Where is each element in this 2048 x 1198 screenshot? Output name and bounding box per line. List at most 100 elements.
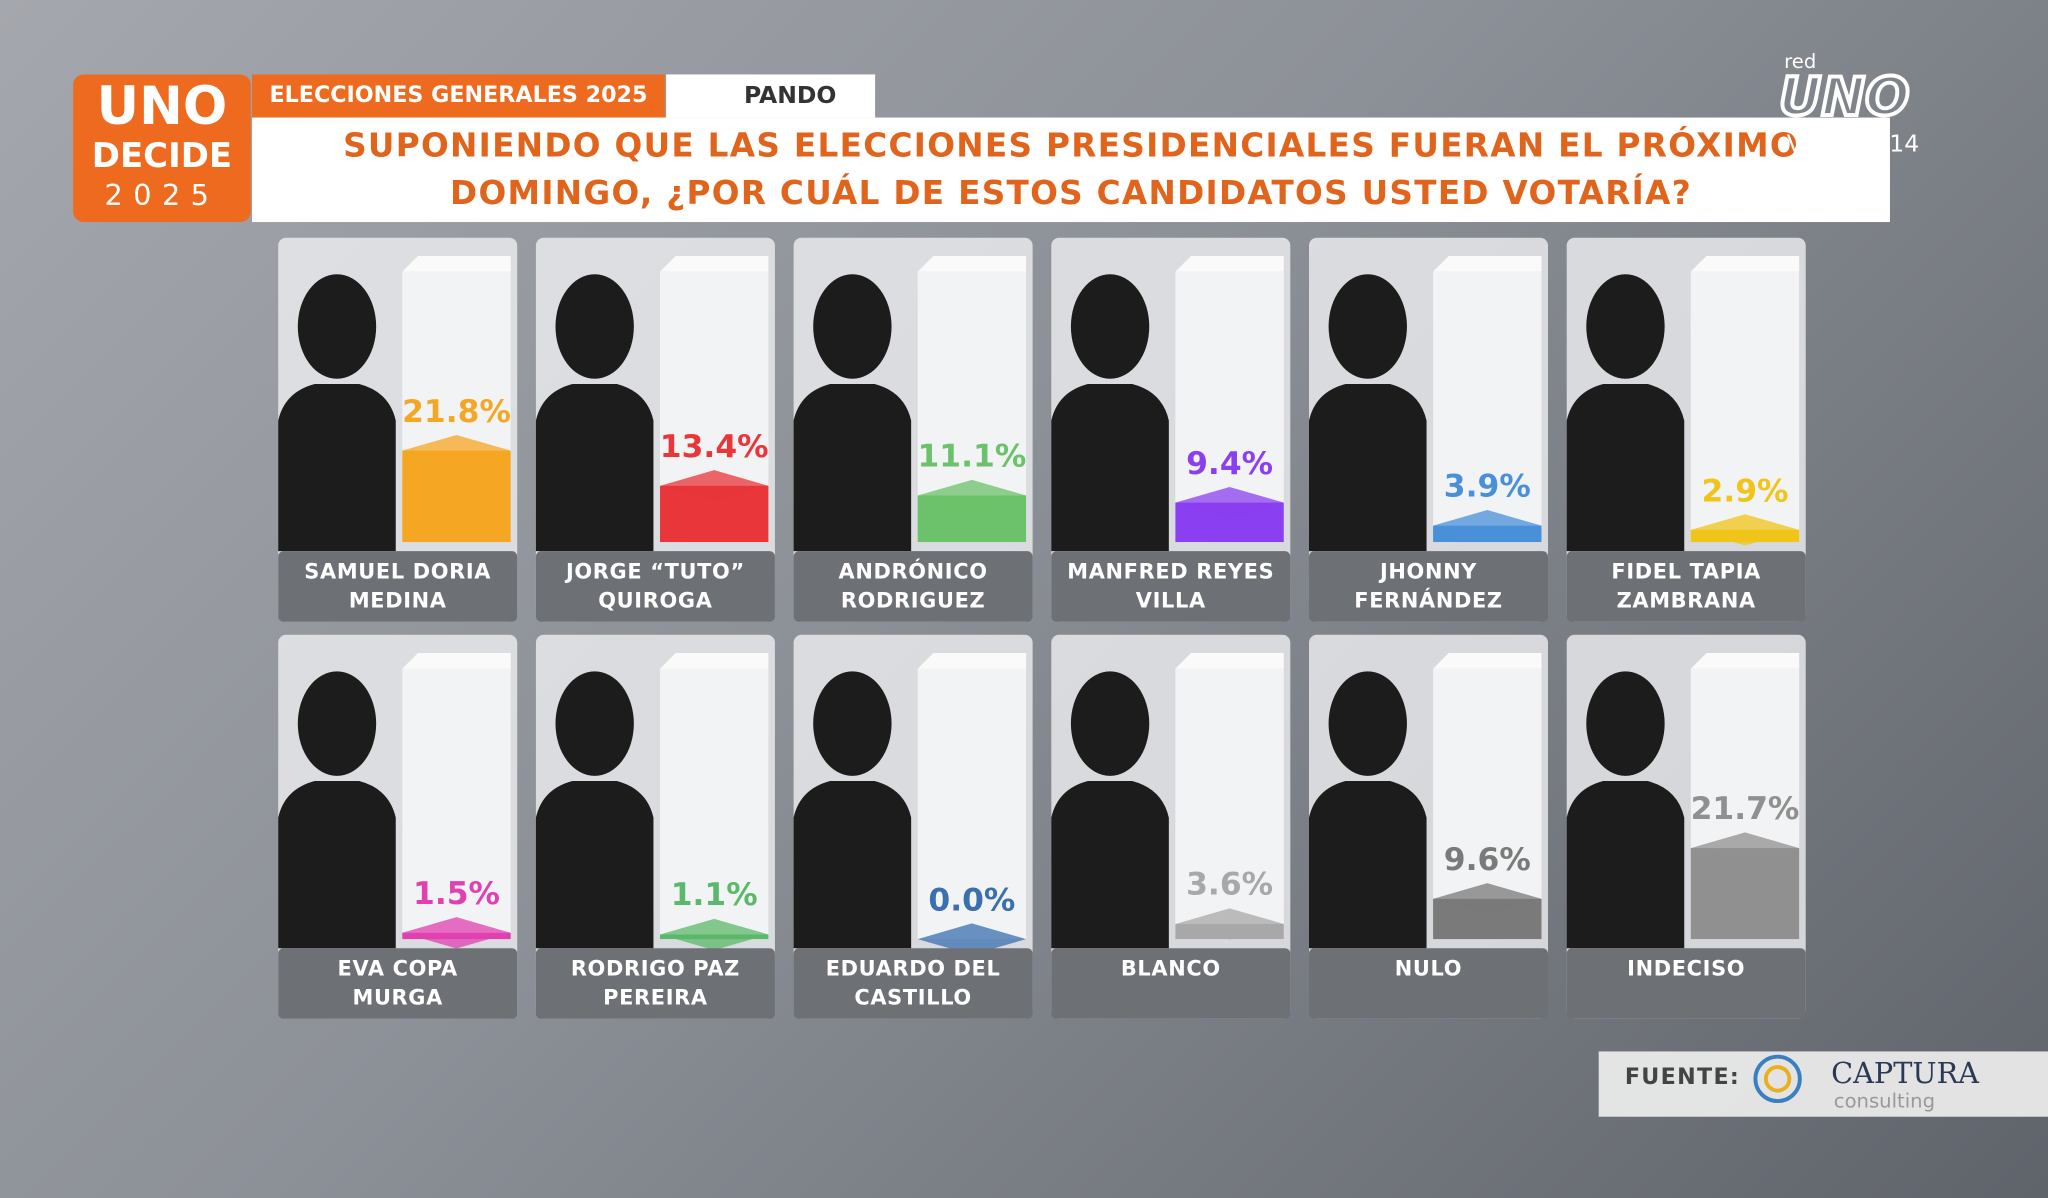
bar-track-top <box>1175 653 1284 669</box>
bar-track-top <box>1433 255 1542 272</box>
source-name: CAPTURA <box>1831 1057 1980 1091</box>
value-label: 21.8% <box>402 393 511 430</box>
logo-line: 2025 <box>104 180 220 213</box>
category-label: BLANCO <box>1120 956 1221 981</box>
photo-head <box>1328 274 1407 379</box>
bar-top <box>402 917 511 949</box>
chart-title: SUPONIENDO QUE LAS ELECCIONES PRESIDENCI… <box>343 126 1799 212</box>
category-label: RODRIGO PAZ PEREIRA <box>570 956 740 1010</box>
photo-silhouette <box>1566 781 1685 949</box>
value-label: 3.9% <box>1443 468 1531 505</box>
photo-silhouette <box>278 383 396 552</box>
bar-track <box>659 668 769 940</box>
photo-head <box>1070 274 1150 379</box>
category-label: NULO <box>1394 956 1463 981</box>
photo-head <box>297 274 377 379</box>
region: PANDO <box>743 82 837 110</box>
bar-track-top <box>402 255 511 272</box>
value-label: 2.9% <box>1701 472 1789 509</box>
source-sub: consulting <box>1833 1089 1936 1113</box>
category-label: INDECISO <box>1627 956 1746 981</box>
name-band <box>1051 948 1291 1019</box>
event-tab <box>252 74 665 118</box>
photo-head <box>1328 671 1407 776</box>
photo-silhouette <box>1308 781 1427 949</box>
photo-silhouette <box>1051 781 1169 949</box>
photo-head <box>297 671 377 776</box>
name-band <box>793 948 1033 1019</box>
value-label: 3.6% <box>1186 866 1274 904</box>
value-label: 1.1% <box>670 876 758 914</box>
category-label: FIDEL TAPIA ZAMBRANA <box>1611 559 1761 613</box>
name-band <box>535 551 775 622</box>
photo-head <box>1586 671 1665 776</box>
photo-silhouette <box>1051 383 1169 552</box>
value-label: 21.7% <box>1690 790 1800 828</box>
value-label: 1.5% <box>413 875 500 912</box>
photo-silhouette <box>1566 383 1685 552</box>
bar-track <box>1690 271 1800 543</box>
bar-track-top <box>1433 653 1542 669</box>
bar-track-top <box>659 255 769 272</box>
photo-head <box>555 274 634 379</box>
value-label: 9.4% <box>1186 445 1274 482</box>
photo-silhouette <box>278 781 396 949</box>
bar-track-top <box>659 653 769 669</box>
bar-top <box>1690 832 1800 864</box>
bar-track-top <box>402 653 511 669</box>
name-band <box>1566 948 1806 1019</box>
bar-top <box>1433 883 1542 915</box>
bar-track-top <box>1690 255 1800 272</box>
photo-silhouette <box>793 383 912 552</box>
value-label: 9.6% <box>1443 841 1531 878</box>
bar-top <box>402 434 511 467</box>
name-band <box>1566 551 1806 622</box>
category-label: SAMUEL DORIA MEDINA <box>304 559 492 613</box>
bar-track-top <box>917 653 1027 669</box>
logo-line: DECIDE <box>91 137 233 177</box>
name-band <box>793 551 1033 622</box>
channel-small: red <box>1784 49 1817 74</box>
question-box <box>252 117 1890 223</box>
category-label: ANDRÓNICO RODRIGUEZ <box>838 559 988 613</box>
name-band <box>278 551 518 622</box>
name-band <box>1051 551 1291 622</box>
bar-track <box>1175 668 1284 940</box>
bar-track <box>402 668 511 940</box>
bar-top <box>659 918 769 951</box>
bar-track-top <box>1175 255 1284 272</box>
source-icon-inner <box>1763 1065 1792 1093</box>
bar-top <box>1175 908 1284 940</box>
value-label: 0.0% <box>928 881 1016 919</box>
photo-silhouette <box>535 383 654 552</box>
region-tab <box>666 74 876 118</box>
photo-head <box>555 671 634 776</box>
logo-line: UNO <box>96 77 228 138</box>
channel: UNO <box>1777 66 1911 130</box>
value-label: 13.4% <box>659 428 769 465</box>
photo-silhouette <box>793 781 912 949</box>
photo-head <box>813 274 892 379</box>
photo-silhouette <box>1308 383 1427 552</box>
source-icon <box>1753 1054 1802 1104</box>
value-label: 11.1% <box>917 437 1027 475</box>
bar-track-top <box>917 255 1027 272</box>
bar-top <box>1690 514 1800 546</box>
category-label: JORGE “TUTO” QUIROGA <box>565 559 745 613</box>
name-band <box>1308 551 1549 622</box>
category-label: EVA COPA MURGA <box>337 956 458 1010</box>
photo-silhouette <box>535 781 654 949</box>
live: VIVO 20:14 <box>1786 130 1920 159</box>
name-band <box>535 948 775 1019</box>
name-band <box>278 948 518 1019</box>
bar-track <box>917 668 1027 940</box>
source-box <box>1598 1051 2048 1117</box>
event: ELECCIONES GENERALES 2025 <box>269 82 648 109</box>
photo-head <box>1586 274 1665 379</box>
bar-track <box>1433 271 1542 543</box>
logo-box <box>73 74 251 223</box>
category-label: EDUARDO DEL CASTILLO <box>825 956 1001 1010</box>
